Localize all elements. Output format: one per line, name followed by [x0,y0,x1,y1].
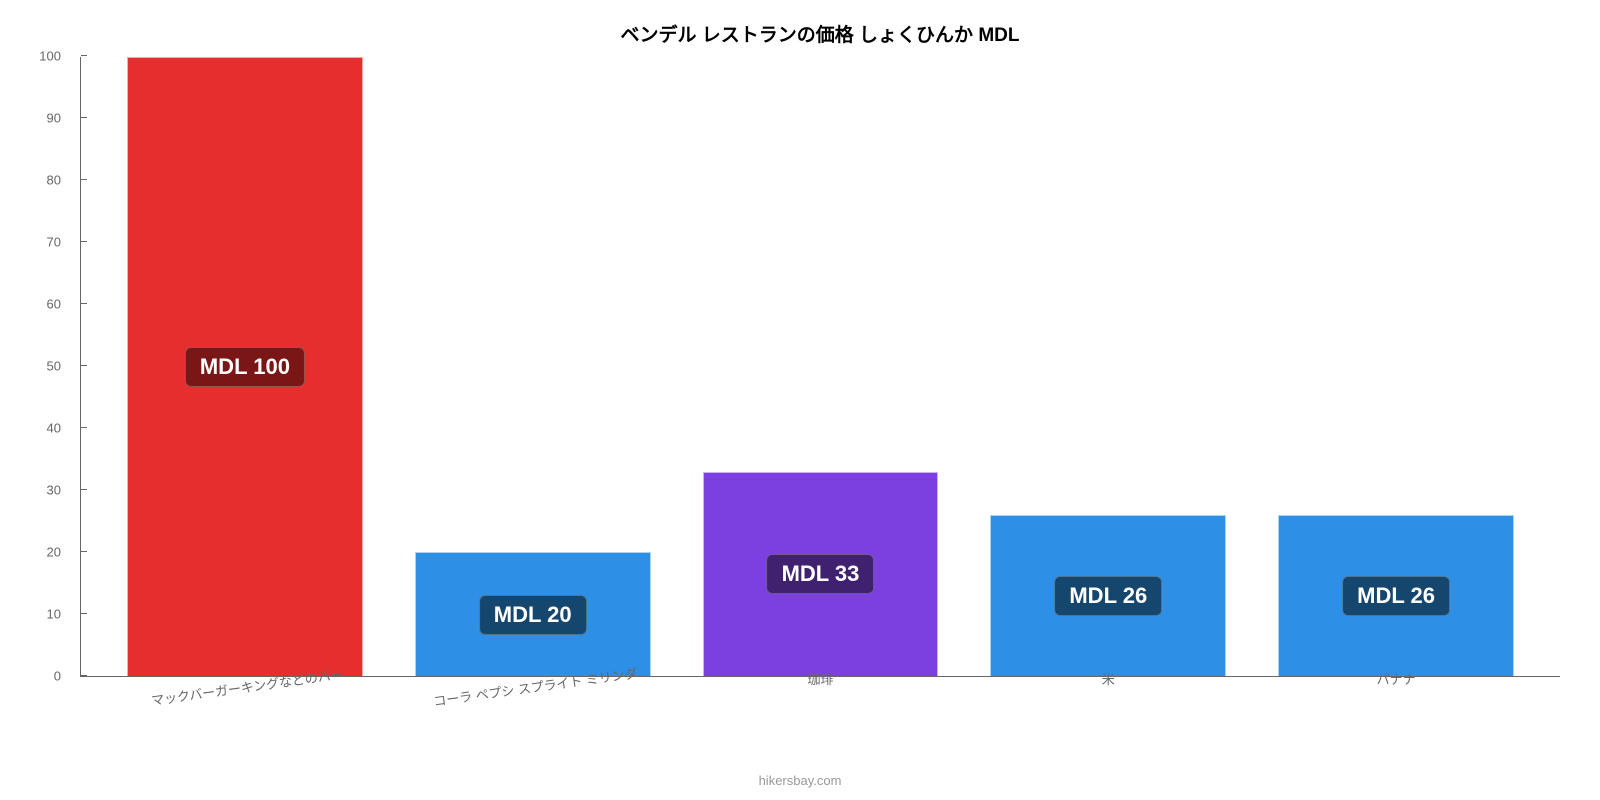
y-tick-label: 80 [47,173,61,188]
bar-value-badge: MDL 20 [479,595,587,635]
attribution: hikersbay.com [759,773,842,788]
y-tick-label: 40 [47,421,61,436]
plot-area: 0102030405060708090100 MDL 100MDL 20MDL … [80,57,1560,677]
bars-region: MDL 100 MDL 20 MDL 33 MDL 26 MDL 26 [81,57,1560,676]
y-tick-mark [81,427,87,428]
y-tick-mark [81,55,87,56]
y-tick-mark [81,117,87,118]
bar-slot: MDL 26 [964,57,1252,676]
chart-container: ベンデル レストランの価格 しょくひんか MDL 0 10 20 30 40 50 60 70… [0,0,1600,800]
bar-slot: MDL 20 [389,57,677,676]
y-tick-mark [81,365,87,366]
y-tick-label: 30 [47,483,61,498]
y-tick-label: 0 [54,669,61,684]
x-axis-labels: マックバーガーキングなどのバーコーラ ペプシ スプライト ミリンダ珈琲米バナナ [81,669,1560,688]
bar-value-badge: MDL 26 [1054,576,1162,616]
y-tick-label: 100 [39,49,61,64]
y-tick-mark [81,551,87,552]
y-tick-mark [81,489,87,490]
y-tick-label: 50 [47,359,61,374]
bar-slot: MDL 33 [677,57,965,676]
y-tick-mark [81,613,87,614]
bar: MDL 26 [990,515,1226,676]
bar: MDL 26 [1278,515,1514,676]
y-tick-mark [81,675,87,676]
bar-slot: MDL 26 [1252,57,1540,676]
y-tick-mark [81,179,87,180]
x-axis-label: 米 [964,669,1252,688]
y-tick-label: 90 [47,111,61,126]
chart-title: ベンデル レストランの価格 しょくひんか MDL [80,20,1560,47]
y-tick-mark [81,303,87,304]
y-tick-mark [81,241,87,242]
x-axis-label: バナナ [1252,669,1540,688]
y-tick-label: 60 [47,297,61,312]
bar: MDL 100 [127,57,363,676]
bar-value-badge: MDL 100 [185,347,305,387]
x-axis-label: 珈琲 [677,669,965,688]
bar-value-badge: MDL 26 [1342,576,1450,616]
y-tick-label: 70 [47,235,61,250]
bar-slot: MDL 100 [101,57,389,676]
bar: MDL 20 [415,552,651,676]
bar-value-badge: MDL 33 [767,554,875,594]
bar: MDL 33 [703,472,939,676]
y-tick-label: 20 [47,545,61,560]
y-tick-label: 10 [47,607,61,622]
